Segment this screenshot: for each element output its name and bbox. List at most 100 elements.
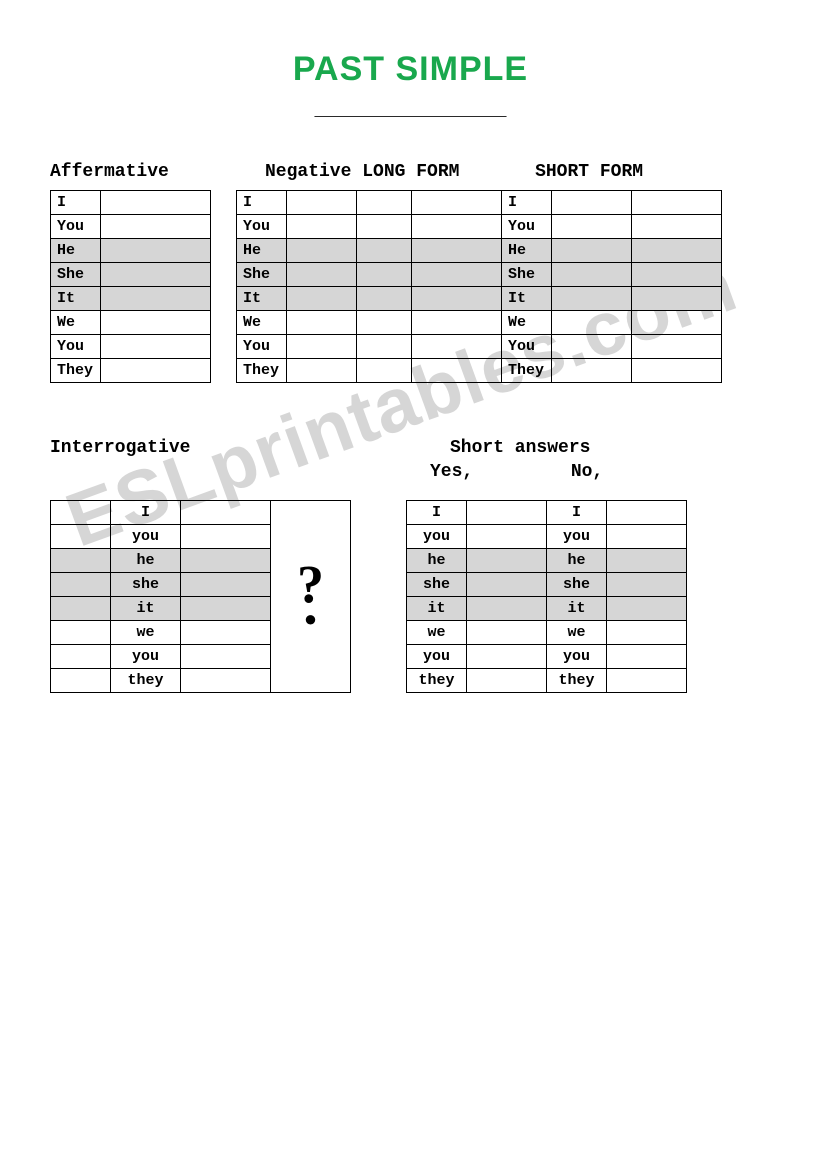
pronoun-cell: They	[237, 359, 287, 383]
table-row: I	[51, 191, 211, 215]
blank-cell	[51, 669, 111, 693]
blank-cell	[181, 549, 271, 573]
pronoun-cell: We	[502, 311, 552, 335]
pronoun-cell: you	[407, 525, 467, 549]
pronoun-cell: We	[51, 311, 101, 335]
blank-cell	[632, 335, 722, 359]
pronoun-cell: they	[407, 669, 467, 693]
blank-cell	[607, 573, 687, 597]
pronoun-cell: He	[237, 239, 287, 263]
blank-cell	[51, 525, 111, 549]
pronoun-cell: It	[502, 287, 552, 311]
top-headers-row: Affermative Negative LONG FORM SHORT FOR…	[50, 162, 771, 182]
blank-cell	[632, 287, 722, 311]
blank-cell	[181, 573, 271, 597]
question-mark-icon: ?	[277, 560, 344, 609]
affirmative-table: IYouHeSheItWeYouThey	[50, 190, 211, 383]
pronoun-cell: You	[237, 215, 287, 239]
blank-cell	[552, 191, 632, 215]
blank-cell	[287, 263, 357, 287]
header-negative-long: Negative LONG FORM	[265, 162, 459, 182]
page-title: PAST SIMPLE	[50, 50, 771, 89]
blank-cell	[287, 359, 357, 383]
pronoun-cell: he	[111, 549, 181, 573]
table-row: SheShe	[237, 263, 722, 287]
bottom-headers-row: Interrogative Short answers	[50, 438, 771, 458]
blank-cell	[101, 215, 211, 239]
pronoun-cell: you	[547, 525, 607, 549]
blank-cell	[101, 191, 211, 215]
blank-cell	[412, 335, 502, 359]
blank-cell	[181, 669, 271, 693]
pronoun-cell: I	[237, 191, 287, 215]
pronoun-cell: we	[111, 621, 181, 645]
blank-cell	[467, 597, 547, 621]
blank-cell	[51, 501, 111, 525]
pronoun-cell: she	[407, 573, 467, 597]
blank-cell	[632, 263, 722, 287]
pronoun-cell: He	[502, 239, 552, 263]
blank-cell	[51, 621, 111, 645]
pronoun-cell: It	[51, 287, 101, 311]
table-row: II	[237, 191, 722, 215]
pronoun-cell: it	[111, 597, 181, 621]
blank-cell	[287, 335, 357, 359]
blank-cell	[101, 239, 211, 263]
table-row: He He	[237, 239, 722, 263]
blank-cell	[357, 191, 412, 215]
header-affirmative: Affermative	[50, 162, 240, 182]
blank-cell	[412, 287, 502, 311]
table-row: she she	[407, 573, 687, 597]
pronoun-cell: they	[111, 669, 181, 693]
table-row: TheyThey	[237, 359, 722, 383]
blank-cell	[101, 263, 211, 287]
pronoun-cell: he	[407, 549, 467, 573]
bottom-tables-row: I?●youhesheitweyouthey IIyouyouheheshesh…	[50, 500, 771, 693]
table-row: He	[51, 239, 211, 263]
table-row: You	[51, 335, 211, 359]
table-row: II	[407, 501, 687, 525]
blank-cell	[467, 525, 547, 549]
interrogative-table: I?●youhesheitweyouthey	[50, 500, 351, 693]
blank-cell	[51, 645, 111, 669]
table-row: It	[51, 287, 211, 311]
header-negative: Negative LONG FORM SHORT FORM	[240, 162, 771, 182]
blank-cell	[181, 621, 271, 645]
pronoun-cell: I	[51, 191, 101, 215]
title-underline: ________________	[50, 99, 771, 122]
yes-label: Yes,	[430, 462, 560, 482]
table-row: wewe	[407, 621, 687, 645]
pronoun-cell: I	[407, 501, 467, 525]
table-row: I?●	[51, 501, 351, 525]
blank-cell	[181, 597, 271, 621]
question-dot-icon: ●	[277, 608, 344, 633]
table-row: you you	[407, 525, 687, 549]
blank-cell	[51, 573, 111, 597]
pronoun-cell: He	[51, 239, 101, 263]
blank-cell	[467, 669, 547, 693]
table-row: You	[51, 215, 211, 239]
pronoun-cell: she	[111, 573, 181, 597]
blank-cell	[552, 287, 632, 311]
table-row: youyou	[407, 645, 687, 669]
blank-cell	[607, 621, 687, 645]
pronoun-cell: it	[547, 597, 607, 621]
header-short-answers: Short answers	[410, 438, 771, 458]
pronoun-cell: she	[547, 573, 607, 597]
blank-cell	[467, 645, 547, 669]
table-row: She	[51, 263, 211, 287]
header-negative-short: SHORT FORM	[535, 162, 643, 182]
blank-cell	[357, 263, 412, 287]
blank-cell	[607, 549, 687, 573]
blank-cell	[607, 525, 687, 549]
no-label: No,	[571, 462, 603, 482]
negative-table: IIYouYouHeHeSheSheItItWeWeYouYouTheyThey	[236, 190, 722, 383]
blank-cell	[632, 239, 722, 263]
blank-cell	[632, 359, 722, 383]
pronoun-cell: It	[237, 287, 287, 311]
blank-cell	[412, 263, 502, 287]
pronoun-cell: he	[547, 549, 607, 573]
pronoun-cell: You	[51, 215, 101, 239]
pronoun-cell: they	[547, 669, 607, 693]
pronoun-cell: you	[111, 525, 181, 549]
